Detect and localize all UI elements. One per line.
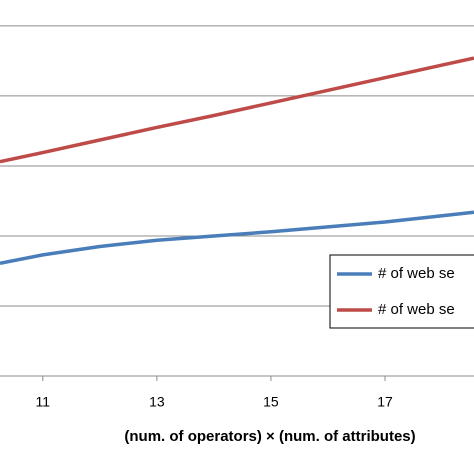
legend-label: # of web se [378,301,455,318]
legend-box [329,254,474,329]
legend-label: # of web se [378,265,455,282]
x-axis-label: (num. of operators) × (num. of attribute… [124,428,415,445]
x-tick-label: 15 [263,394,279,410]
series-line [0,56,474,164]
x-tick-label: 13 [149,394,165,410]
series-line [0,210,474,266]
x-tick-label: 11 [36,394,51,410]
x-tick-label: 17 [377,394,393,410]
